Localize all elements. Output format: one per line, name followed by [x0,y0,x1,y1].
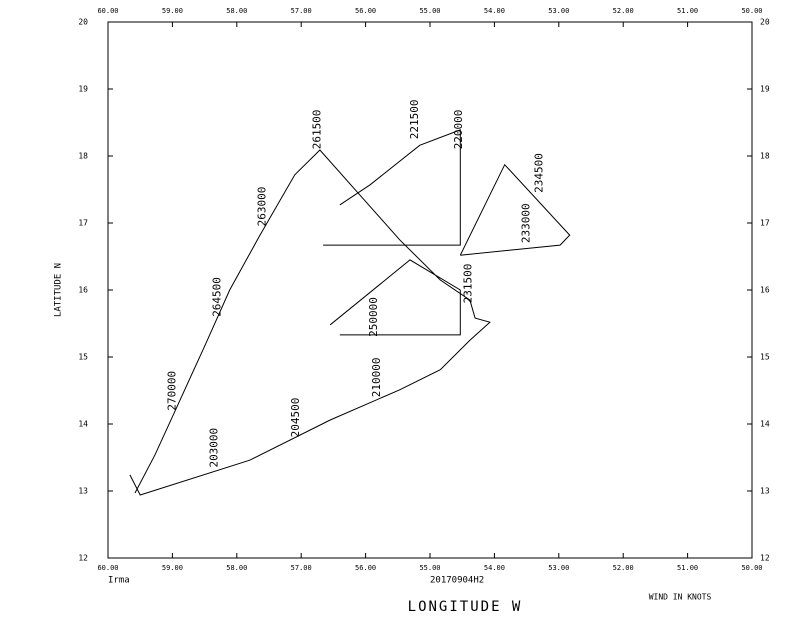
x-tick-label: 56.00 [355,564,376,572]
x-tick-label: 57.00 [291,564,312,572]
x-tick-label: 50.00 [741,7,762,15]
time-label: 234500 [532,153,545,193]
y-tick-label: 18 [78,152,88,161]
y-tick-label: 12 [760,554,770,563]
x-tick-label: 53.00 [548,7,569,15]
x-tick-label: 51.00 [677,7,698,15]
y-tick-label: 15 [78,353,88,362]
y-tick-label: 20 [760,18,770,27]
y-tick-label: 14 [78,420,88,429]
time-label: 264500 [210,277,223,317]
y-tick-label: 18 [760,152,770,161]
x-tick-label: 57.00 [291,7,312,15]
x-tick-label: 50.00 [741,564,762,572]
x-tick-label: 55.00 [419,7,440,15]
time-label: 203000 [207,428,220,468]
flight-id: 20170904H2 [430,576,484,586]
y-tick-label: 19 [78,85,88,94]
x-tick-label: 58.00 [226,7,247,15]
y-tick-label: 12 [78,554,88,563]
y-tick-label: 17 [78,219,88,228]
y-tick-label: 16 [760,286,770,295]
y-tick-label: 17 [760,219,770,228]
storm-name: Irma [108,576,130,586]
x-tick-label: 60.00 [97,7,118,15]
time-label: 210000 [370,357,383,397]
y-tick-label: 14 [760,420,770,429]
time-label: 221500 [408,100,421,140]
y-tick-label: 19 [760,85,770,94]
time-label: 233000 [520,203,533,243]
y-tick-label: 13 [78,487,88,496]
time-label: 263000 [256,187,269,227]
x-axis-label: LONGITUDE W [408,599,523,615]
plot-frame [107,21,753,559]
x-tick-label: 60.00 [97,564,118,572]
x-tick-label: 59.00 [162,7,183,15]
x-tick-label: 59.00 [162,564,183,572]
x-tick-label: 53.00 [548,564,569,572]
x-tick-label: 51.00 [677,564,698,572]
y-tick-label: 16 [78,286,88,295]
x-tick-label: 56.00 [355,7,376,15]
time-label: 220000 [452,110,465,150]
time-label: 231500 [462,264,475,304]
x-tick-label: 54.00 [484,7,505,15]
x-tick-label: 54.00 [484,564,505,572]
x-tick-label: 58.00 [226,564,247,572]
x-tick-label: 52.00 [613,7,634,15]
time-label: 204500 [289,398,302,438]
y-tick-label: 13 [760,487,770,496]
wind-note: WIND IN KNOTS [649,593,712,602]
time-label: 270000 [165,371,178,411]
time-label: 261500 [310,110,323,150]
time-label: 250000 [367,297,380,337]
x-tick-label: 52.00 [613,564,634,572]
y-axis-label: LATITUDE N [54,263,64,317]
x-tick-label: 55.00 [419,564,440,572]
y-tick-label: 20 [78,18,88,27]
y-tick-label: 15 [760,353,770,362]
flight-track [129,129,571,496]
